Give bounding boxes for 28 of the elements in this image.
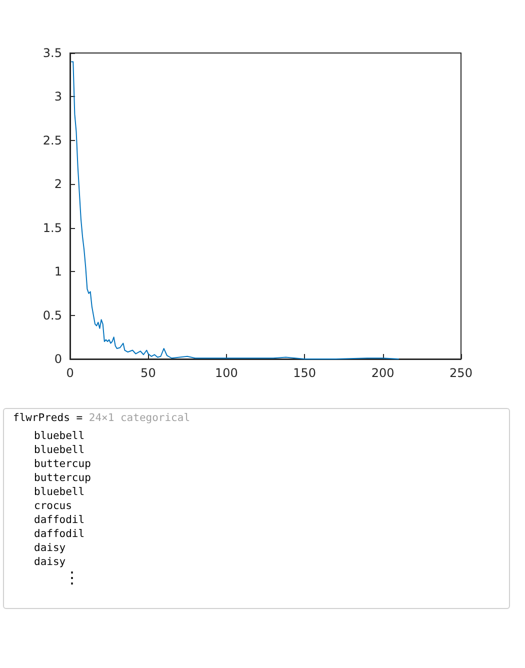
y-tick-label: 0 [54, 352, 62, 366]
x-tick-label: 150 [293, 366, 316, 380]
text: 24×1 categorical [88, 412, 190, 424]
x-tick-label: 100 [214, 366, 238, 380]
text: buttercup [34, 457, 91, 471]
line-series [71, 61, 399, 360]
y-tick-label: 0.5 [42, 308, 62, 322]
text: flwrPreds = [13, 412, 83, 424]
text: buttercup [34, 471, 91, 485]
y-tick-label: 2.5 [42, 133, 62, 148]
x-tick-label: 200 [371, 366, 394, 380]
y-tick-label: 3 [54, 90, 62, 104]
x-tick-label: 250 [450, 366, 472, 380]
text: daisy [34, 541, 66, 555]
x-tick-label: 50 [140, 366, 156, 380]
text: daffodil [34, 513, 85, 527]
text: ⋮ [64, 568, 80, 587]
y-tick-label: 2 [54, 177, 62, 192]
y-tick-label: 3.5 [42, 46, 62, 60]
text: bluebell [34, 443, 85, 457]
text: daffodil [34, 527, 85, 541]
x-tick-label: 0 [66, 366, 74, 380]
y-tick-label: 1 [54, 264, 62, 279]
text: bluebell [34, 429, 85, 443]
y-tick-label: 1.5 [42, 220, 62, 235]
text: daisy [34, 555, 66, 569]
text: crocus [34, 499, 72, 513]
text: bluebell [34, 485, 85, 499]
